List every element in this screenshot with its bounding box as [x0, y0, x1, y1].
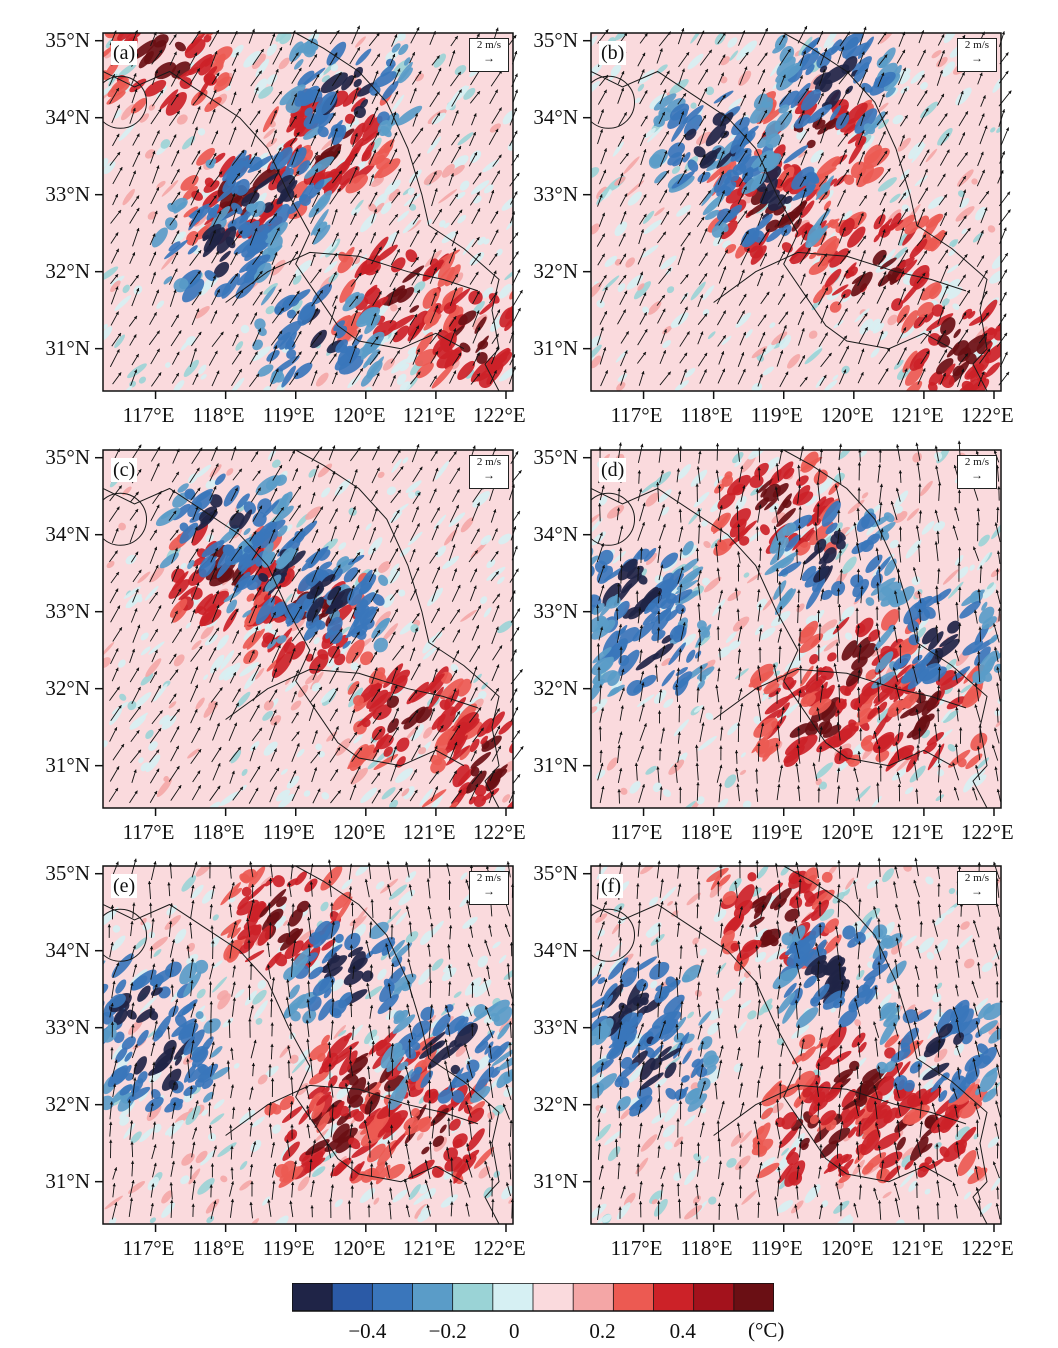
latitude-label: 35°N — [508, 861, 578, 886]
reference-vector-label: 2 m/s — [965, 872, 989, 884]
colorbar-swatch — [654, 1283, 695, 1311]
colorbar-tick-label: −0.4 — [348, 1319, 386, 1344]
colorbar: −0.4 −0.2 0 0.2 0.4 — [292, 1283, 774, 1348]
reference-vector-box: 2 m/s→ — [957, 871, 997, 905]
colorbar-unit: (°C) — [748, 1318, 784, 1343]
longitude-label: 117°E — [611, 1236, 663, 1261]
longitude-label: 121°E — [891, 1236, 944, 1261]
colorbar-tick-label: 0.2 — [589, 1319, 615, 1344]
longitude-label: 120°E — [821, 1236, 874, 1261]
colorbar-swatch — [372, 1283, 413, 1311]
colorbar-swatch — [453, 1283, 494, 1311]
latitude-label: 34°N — [508, 938, 578, 963]
reference-arrow-icon: → — [958, 885, 996, 897]
colorbar-swatch — [533, 1283, 574, 1311]
latitude-label: 32°N — [508, 1092, 578, 1117]
colorbar-swatch — [573, 1283, 614, 1311]
colorbar-swatch — [493, 1283, 534, 1311]
colorbar-swatch — [332, 1283, 373, 1311]
longitude-label: 122°E — [961, 1236, 1014, 1261]
colorbar-swatch — [694, 1283, 735, 1311]
latitude-label: 33°N — [508, 1015, 578, 1040]
colorbar-swatch — [613, 1283, 654, 1311]
longitude-label: 119°E — [751, 1236, 803, 1261]
longitude-label: 118°E — [681, 1236, 733, 1261]
colorbar-swatch — [734, 1283, 774, 1311]
colorbar-tick-label: 0 — [509, 1319, 520, 1344]
colorbar-tick-label: 0.4 — [670, 1319, 696, 1344]
colorbar-swatch — [413, 1283, 454, 1311]
latitude-label: 31°N — [508, 1169, 578, 1194]
colorbar-tick-label: −0.2 — [429, 1319, 467, 1344]
colorbar-swatch — [292, 1283, 333, 1311]
panel-label: (f) — [599, 874, 623, 898]
